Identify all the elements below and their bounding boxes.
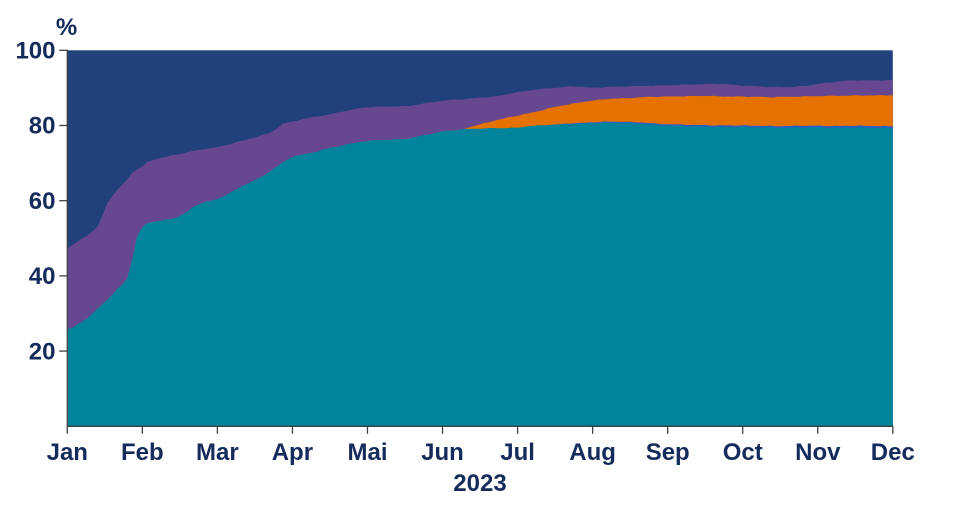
svg-text:80: 80 [29,113,56,140]
svg-text:Jun: Jun [421,439,464,466]
svg-text:60: 60 [29,188,56,215]
svg-text:Aug: Aug [569,439,616,466]
svg-text:Oct: Oct [723,439,763,466]
svg-text:40: 40 [29,263,56,290]
svg-text:%: % [56,14,77,41]
svg-text:Nov: Nov [795,439,841,466]
svg-text:Mai: Mai [347,439,387,466]
svg-text:Mar: Mar [196,439,239,466]
svg-text:100: 100 [15,38,55,65]
svg-text:2023: 2023 [453,470,506,497]
svg-text:Feb: Feb [121,439,164,466]
svg-text:Sep: Sep [646,439,690,466]
svg-text:Dec: Dec [871,439,915,466]
svg-text:Jul: Jul [500,439,535,466]
svg-text:Jan: Jan [47,439,88,466]
svg-text:Apr: Apr [272,439,313,466]
svg-text:20: 20 [29,338,56,365]
